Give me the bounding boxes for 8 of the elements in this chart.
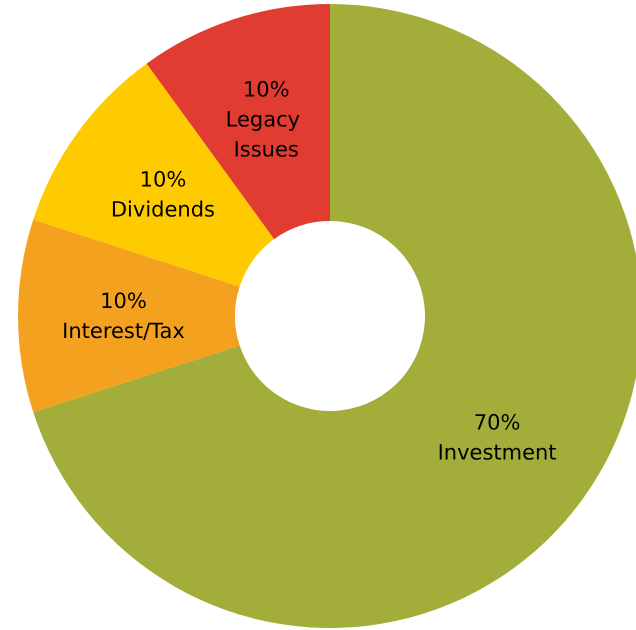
slice-label: Interest/Tax xyxy=(62,319,185,343)
data-label: 70% xyxy=(474,410,520,434)
data-label: 10% xyxy=(242,78,290,102)
slice-label: Legacy Issues xyxy=(226,108,307,162)
slice-label: Investment xyxy=(438,440,557,464)
data-label: 10% xyxy=(140,168,186,192)
data-label: 10% xyxy=(100,289,147,313)
slice-label: Dividends xyxy=(110,198,215,222)
